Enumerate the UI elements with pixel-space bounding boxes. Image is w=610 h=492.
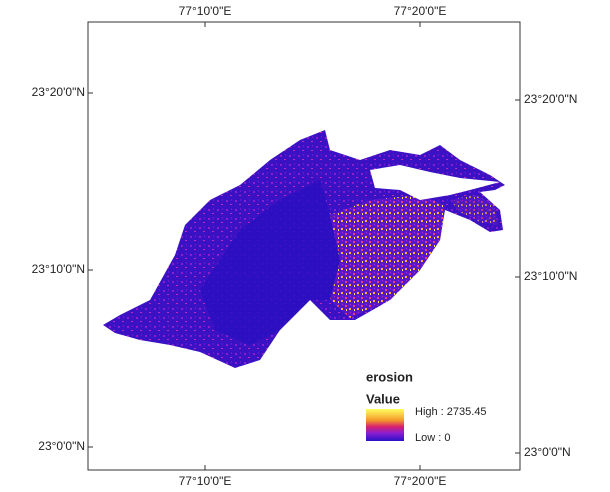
right-label: 23°20'0"N bbox=[524, 92, 577, 106]
right-label: 23°10'0"N bbox=[524, 269, 577, 283]
map-figure: erosion Value High : 2735.45 Low : 0 77°… bbox=[0, 0, 610, 492]
legend-subtitle: Value bbox=[366, 391, 400, 406]
left-label: 23°0'0"N bbox=[38, 439, 85, 453]
bottom-label: 77°10'0"E bbox=[179, 474, 232, 488]
top-label: 77°20'0"E bbox=[394, 4, 447, 18]
legend: erosion Value High : 2735.45 Low : 0 bbox=[366, 369, 487, 443]
legend-high: High : 2735.45 bbox=[415, 406, 487, 418]
legend-ramp bbox=[366, 409, 404, 441]
bottom-label: 77°20'0"E bbox=[394, 474, 447, 488]
legend-low: Low : 0 bbox=[415, 432, 450, 444]
erosion-raster bbox=[103, 130, 505, 368]
left-label: 23°20'0"N bbox=[32, 85, 85, 99]
legend-title: erosion bbox=[366, 369, 413, 384]
right-label: 23°0'0"N bbox=[524, 445, 571, 459]
top-label: 77°10'0"E bbox=[179, 4, 232, 18]
left-label: 23°10'0"N bbox=[32, 262, 85, 276]
